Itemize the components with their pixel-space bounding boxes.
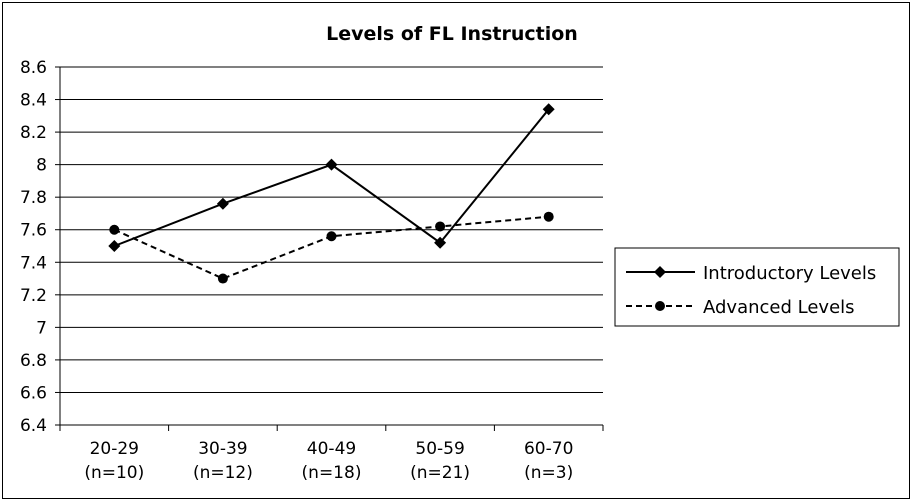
gridlines bbox=[60, 66, 603, 393]
circle-marker bbox=[109, 224, 120, 235]
series-line bbox=[113, 215, 549, 280]
y-tick-label: 7.8 bbox=[20, 188, 47, 208]
y-tick-label: 8.4 bbox=[20, 91, 47, 111]
y-tick-label: 6.4 bbox=[20, 416, 47, 436]
diamond-marker bbox=[654, 266, 666, 278]
legend-item: Advanced Levels bbox=[626, 297, 855, 318]
x-tick-label: 40-49 (n=18) bbox=[302, 439, 362, 483]
y-tick-label: 8 bbox=[36, 156, 47, 176]
legend-label: Introductory Levels bbox=[703, 263, 876, 284]
x-tick-label: 60-70 (n=3) bbox=[524, 439, 573, 483]
legend-item: Introductory Levels bbox=[626, 263, 876, 284]
line-chart: Levels of FL Instruction 6.4 6.6 6.8 7 7.2 7.… bbox=[20, 23, 900, 483]
diamond-marker bbox=[542, 103, 555, 116]
y-tick-label: 7 bbox=[36, 318, 47, 338]
legend-box bbox=[614, 247, 900, 327]
x-tick-label: 30-39 (n=12) bbox=[193, 439, 253, 483]
diamond-marker bbox=[325, 158, 338, 171]
circle-marker bbox=[435, 221, 446, 232]
y-tick-label: 7.2 bbox=[20, 286, 47, 306]
x-tick-label: 20-29 (n=10) bbox=[84, 439, 144, 483]
y-tick-label: 6.8 bbox=[20, 351, 47, 371]
axes: 6.4 6.6 6.8 7 7.2 7.4 7.6 7.8 8 8.2 8.4 8.6 20-29 (n=… bbox=[20, 58, 604, 483]
circle-marker bbox=[217, 273, 228, 284]
legend: Introductory Levels Advanced Levels bbox=[614, 247, 900, 327]
series-line bbox=[113, 108, 550, 247]
diamond-marker bbox=[216, 197, 229, 210]
y-tick-label: 8.6 bbox=[20, 58, 47, 78]
circle-marker bbox=[326, 231, 337, 242]
x-tick-label: 50-59 (n=21) bbox=[410, 439, 470, 483]
circle-marker bbox=[655, 301, 665, 311]
legend-label: Advanced Levels bbox=[703, 297, 855, 318]
series-layer bbox=[108, 103, 555, 284]
series-advanced bbox=[109, 211, 554, 284]
circle-marker bbox=[543, 211, 554, 222]
diamond-marker bbox=[108, 240, 121, 252]
y-tick-label: 6.6 bbox=[20, 383, 47, 403]
y-tick-label: 8.2 bbox=[20, 123, 47, 143]
series-introductory bbox=[108, 103, 555, 252]
chart-title: Levels of FL Instruction bbox=[326, 23, 578, 45]
y-tick-label: 7.4 bbox=[20, 253, 47, 273]
y-tick-label: 7.6 bbox=[20, 221, 47, 241]
diamond-marker bbox=[434, 236, 447, 249]
